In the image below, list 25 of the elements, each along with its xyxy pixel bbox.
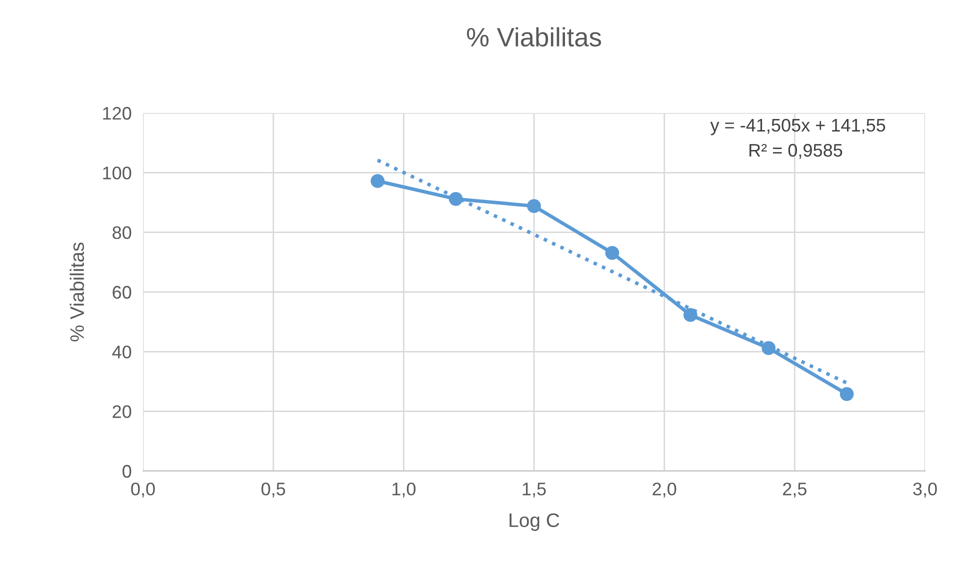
point: [683, 308, 698, 322]
point: [762, 341, 776, 356]
y-tick-label: 20: [112, 405, 132, 418]
point: [605, 246, 620, 260]
annotation: y = -41,505x + 141,55: [710, 118, 886, 136]
y-tick-label: 40: [112, 346, 132, 358]
x-tick-label: 0,0: [131, 482, 155, 498]
point: [840, 387, 854, 401]
y-axis-title: % Viabilitas: [70, 242, 84, 342]
point: [527, 199, 541, 214]
x-tick-label: 3,0: [913, 482, 937, 498]
x-tick-label: 1,0: [392, 482, 416, 498]
x-tick-label: 0,5: [261, 482, 286, 498]
y-tick-label: 120: [103, 106, 132, 120]
annotation: R² = 0,9585: [750, 144, 842, 159]
y-tick-label: 80: [112, 226, 132, 240]
x-axis-title: Log C: [510, 513, 560, 531]
x-tick-label: 2,0: [652, 482, 676, 498]
y-tick-label: 60: [112, 286, 132, 299]
y-tick-label: 0: [122, 464, 132, 478]
chart-title: % Viabilitas: [466, 27, 602, 47]
point: [370, 174, 385, 188]
x-tick-label: 1,5: [522, 482, 546, 498]
x-tick-label: 2,5: [783, 482, 806, 498]
y-tick-label: 100: [103, 166, 132, 180]
